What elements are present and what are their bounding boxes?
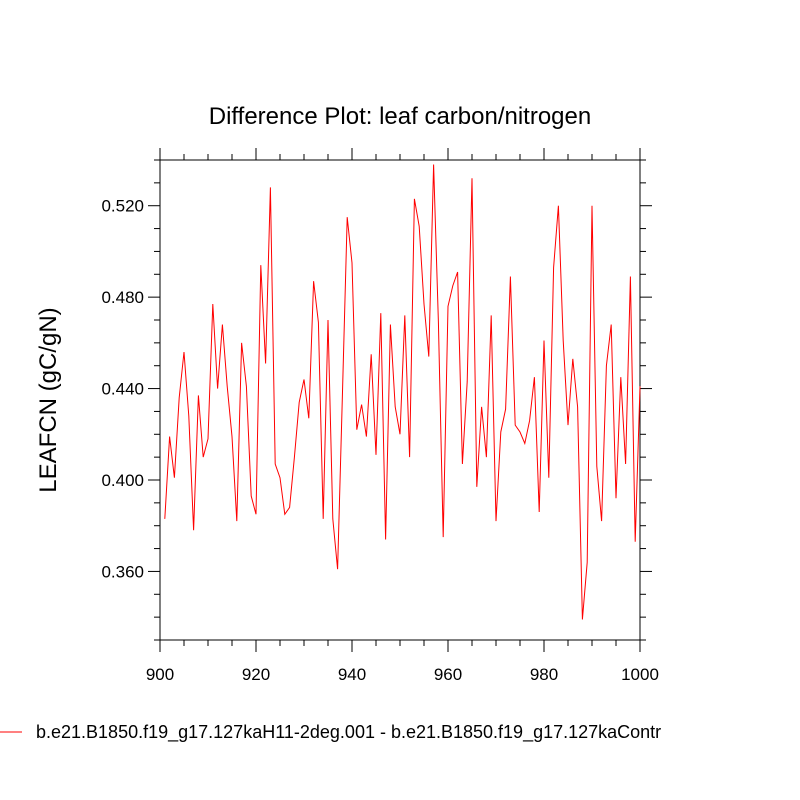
y-tick-label: 0.480	[101, 288, 144, 307]
y-tick-label: 0.520	[101, 197, 144, 216]
y-tick-label: 0.400	[101, 471, 144, 490]
axis-ticks	[148, 148, 652, 652]
y-axis-label: LEAFCN (gC/gN)	[35, 307, 62, 492]
x-tick-label: 960	[434, 665, 462, 684]
plot-frame	[159, 159, 641, 641]
series-line	[164, 164, 641, 620]
y-tick-label: 0.440	[101, 380, 144, 399]
y-tick-label: 0.360	[101, 562, 144, 581]
x-tick-label: 900	[146, 665, 174, 684]
x-tick-label: 1000	[621, 665, 659, 684]
axis-tick-labels: 900 920 940 960 980 1000 0.360 0.400 0.440 0.480 0…	[101, 197, 658, 684]
x-tick-label: 920	[242, 665, 270, 684]
chart-title: Difference Plot: leaf carbon/nitrogen	[209, 103, 591, 130]
x-tick-label: 980	[530, 665, 558, 684]
legend-entry: b.e21.B1850.f19_g17.127kaH11-2deg.001 - …	[36, 722, 661, 743]
x-tick-label: 940	[338, 665, 366, 684]
